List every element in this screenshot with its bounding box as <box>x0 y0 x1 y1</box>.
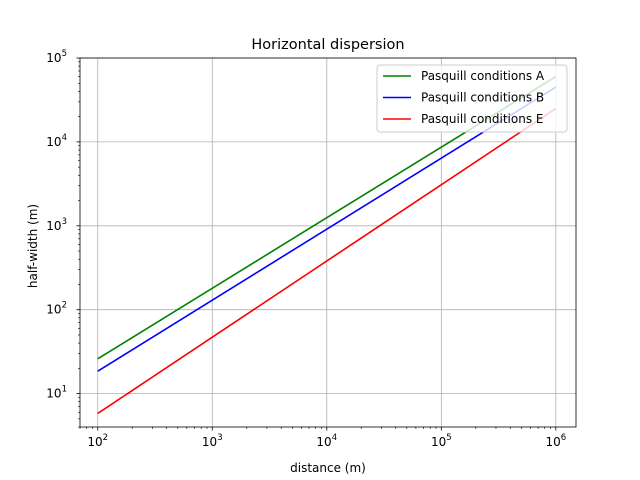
axes-frame <box>79 57 577 428</box>
x-tick-label: 106 <box>545 433 566 449</box>
legend-label-2: Pasquill conditions B <box>421 91 544 105</box>
y-tick-label: 105 <box>46 49 67 65</box>
y-tick-labels: 101 102 103 104 105 <box>46 49 67 401</box>
x-tick-label: 104 <box>316 433 337 449</box>
series-line-3 <box>97 107 557 415</box>
y-tick-label: 103 <box>46 217 67 233</box>
legend-box <box>376 64 568 133</box>
x-tick-label: 103 <box>202 433 223 449</box>
x-tick-label: 105 <box>431 433 452 449</box>
legend: Pasquill conditions A Pasquill conditions… <box>376 64 568 133</box>
series-line-2 <box>97 86 557 372</box>
minor-ticks <box>78 61 551 429</box>
y-tick-label: 101 <box>46 385 67 401</box>
legend-label-1: Pasquill conditions A <box>421 69 545 83</box>
x-tick-label: 102 <box>87 433 108 449</box>
y-tick-label: 104 <box>46 133 67 149</box>
y-axis-label: half-width (m) <box>26 204 40 288</box>
legend-label-3: Pasquill conditions E <box>421 112 543 126</box>
tick-marks <box>76 57 557 431</box>
x-axis-label: distance (m) <box>290 461 366 475</box>
x-tick-labels: 102 103 104 105 106 <box>87 433 566 449</box>
y-tick-label: 102 <box>46 301 67 317</box>
chart-title: Horizontal dispersion <box>251 37 404 53</box>
